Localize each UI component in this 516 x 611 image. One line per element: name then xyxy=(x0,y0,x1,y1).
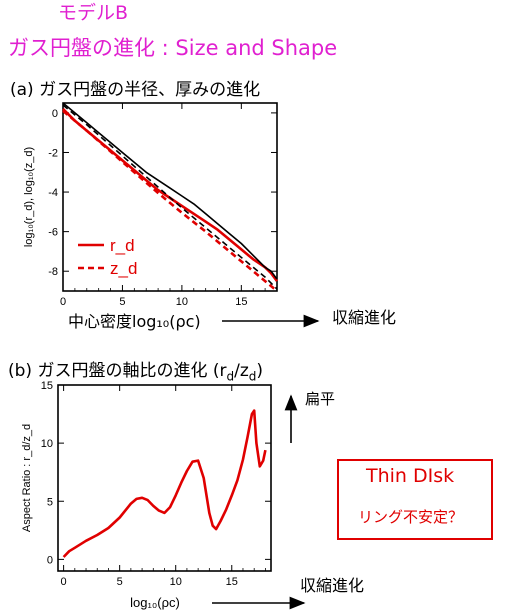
chart-a-xtick-label: 0 xyxy=(60,296,66,308)
chart-b-ytick-label: 0 xyxy=(47,554,53,566)
chart-a-ytick-label: -2 xyxy=(48,147,58,159)
thin-disk-callout-title: Thin DIsk xyxy=(366,465,455,487)
chart-a-xtick-label: 15 xyxy=(235,296,247,308)
chart-a-legend-zd-label: z_d xyxy=(110,259,137,278)
panel-b-title-main: (b) ガス円盤の軸比の進化 (r xyxy=(8,361,227,381)
chart-a-series-zd xyxy=(62,109,278,292)
chart-a: 0 5 10 15 0 -2 -4 -6 -8 log₁₀(r_d), log₁₀(z_d) r_d… xyxy=(23,102,279,308)
chart-a-series-black-solid xyxy=(62,102,278,280)
panel-a-title: (a) ガス円盤の半径、厚みの進化 xyxy=(10,80,261,100)
panel-b-title-mid: /z xyxy=(234,361,249,381)
chart-b: 0 5 10 15 0 5 10 15 Aspect Ratio : r_d/z_d log₁₀(… xyxy=(21,380,272,610)
model-label: モデルB xyxy=(58,2,129,24)
chart-a-ylabel: log₁₀(r_d), log₁₀(z_d) xyxy=(23,147,35,247)
chart-b-xlabel: log₁₀(ρc) xyxy=(130,595,180,610)
chart-b-series-line xyxy=(62,409,267,558)
chart-b-ytick-label: 10 xyxy=(41,438,53,450)
page-title: ガス円盤の進化 : Size and Shape xyxy=(8,36,338,60)
chart-a-xtick-label: 10 xyxy=(176,296,188,308)
chart-a-ytick-label: -8 xyxy=(48,266,58,278)
chart-b-xtick-label: 5 xyxy=(117,576,123,588)
chart-b-arrow-label: 収縮進化 xyxy=(300,576,365,595)
panel-b-title-sub2: d xyxy=(248,369,257,384)
chart-a-series-rd xyxy=(62,107,279,282)
chart-a-xlabel: 中心密度log₁₀(ρc) xyxy=(68,312,201,331)
panel-b-title-sub1: d xyxy=(226,369,235,384)
flatten-label: 扁平 xyxy=(305,390,336,408)
chart-b-ytick-label: 5 xyxy=(47,496,53,508)
chart-a-ytick-label: 0 xyxy=(52,108,58,120)
thin-disk-callout-box xyxy=(337,459,493,540)
chart-b-xtick-label: 10 xyxy=(170,576,182,588)
thin-disk-callout-note: リング不安定？ xyxy=(358,508,464,526)
chart-b-xtick-label: 0 xyxy=(61,576,67,588)
panel-b-title-end: ) xyxy=(256,361,264,381)
chart-b-ylabel: Aspect Ratio : r_d/z_d xyxy=(21,424,33,532)
chart-b-ytick-label: 15 xyxy=(41,380,53,392)
chart-a-xtick-label: 5 xyxy=(119,296,125,308)
chart-a-ytick-label: -6 xyxy=(48,227,58,239)
chart-a-ytick-label: -4 xyxy=(48,187,58,199)
chart-a-legend-rd-label: r_d xyxy=(110,236,135,255)
chart-a-series-black-dashed xyxy=(62,104,278,290)
panel-b-title: (b) ガス円盤の軸比の進化 (rd/zd) xyxy=(8,356,263,383)
chart-a-arrow-label: 収縮進化 xyxy=(332,308,397,327)
chart-b-xtick-label: 15 xyxy=(226,576,238,588)
